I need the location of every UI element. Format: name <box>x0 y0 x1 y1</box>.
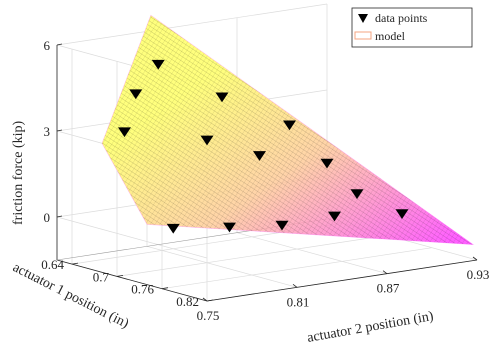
tick-mark-y-3 <box>206 299 214 302</box>
legend-box <box>351 7 473 48</box>
model-surface-edge <box>101 14 475 245</box>
data-point-8 <box>350 189 364 200</box>
tick-label-y-0: 0.64 <box>41 257 64 272</box>
legend: data points model <box>351 7 473 48</box>
model-surface <box>101 14 475 245</box>
legend-label-model: model <box>375 29 406 43</box>
tick-label-y-1: 0.7 <box>93 269 110 284</box>
box-edge-front-floor <box>206 259 478 302</box>
tick-mark-x-0 <box>202 297 208 302</box>
z-axis-label: friction force (kip) <box>11 120 26 225</box>
axes-box <box>56 45 478 302</box>
tick-labels: 0 3 6 0.64 0.7 0.76 0.820.75 0.81 0.87 0.93 <box>41 38 489 323</box>
grid-z-back-2 <box>56 3 328 46</box>
tick-mark-z-1 <box>56 129 63 132</box>
data-point-9 <box>395 209 409 219</box>
legend-label-data-points: data points <box>375 11 428 25</box>
tick-mark-y-0 <box>71 262 79 265</box>
model-surface-mesh <box>102 15 474 245</box>
data-point-0 <box>151 59 165 70</box>
data-point-11 <box>275 220 289 231</box>
data-point-4 <box>200 135 214 146</box>
data-points-series <box>118 59 409 234</box>
data-point-10 <box>328 211 341 222</box>
tick-label-x-2: 0.87 <box>377 281 400 296</box>
tick-mark-y-2 <box>161 287 169 290</box>
grid-x-floor-2 <box>236 232 388 275</box>
grid-y-floor-1 <box>116 235 388 277</box>
legend-swatch-model <box>354 31 372 40</box>
tick-mark-x-3 <box>472 256 478 261</box>
data-point-7 <box>320 158 334 169</box>
data-point-1 <box>129 89 143 100</box>
y-axis-label: actuator 1 position (in) <box>10 260 131 332</box>
tick-mark-y-1 <box>116 275 124 277</box>
data-point-2 <box>118 127 131 138</box>
tick-label-x-0: 0.75 <box>197 308 220 323</box>
tick-mark-x-1 <box>292 284 298 288</box>
x-axis-label: actuator 2 position (in) <box>306 309 435 346</box>
tick-label-y-2: 0.76 <box>131 282 154 297</box>
tick-label-z-0: 0 <box>44 210 51 225</box>
tick-mark-z-2 <box>56 43 63 46</box>
data-point-3 <box>215 92 229 103</box>
data-point-13 <box>166 223 180 234</box>
box-edge-left-floor <box>56 259 208 302</box>
data-point-12 <box>223 222 236 233</box>
data-point-5 <box>253 151 266 161</box>
tick-label-y-3: 0.82 <box>176 294 199 309</box>
tick-label-x-3: 0.93 <box>467 267 489 282</box>
grid-z-left-0 <box>56 216 208 259</box>
grid-x-floor-1 <box>146 245 298 288</box>
tick-mark-z-0 <box>56 215 63 218</box>
legend-marker-data-points <box>358 14 368 23</box>
tick-mark-x-2 <box>382 270 388 274</box>
data-point-6 <box>283 120 296 131</box>
tick-label-x-1: 0.81 <box>287 294 310 309</box>
tick-label-z-1: 3 <box>44 124 51 139</box>
tick-label-z-2: 6 <box>44 38 51 53</box>
